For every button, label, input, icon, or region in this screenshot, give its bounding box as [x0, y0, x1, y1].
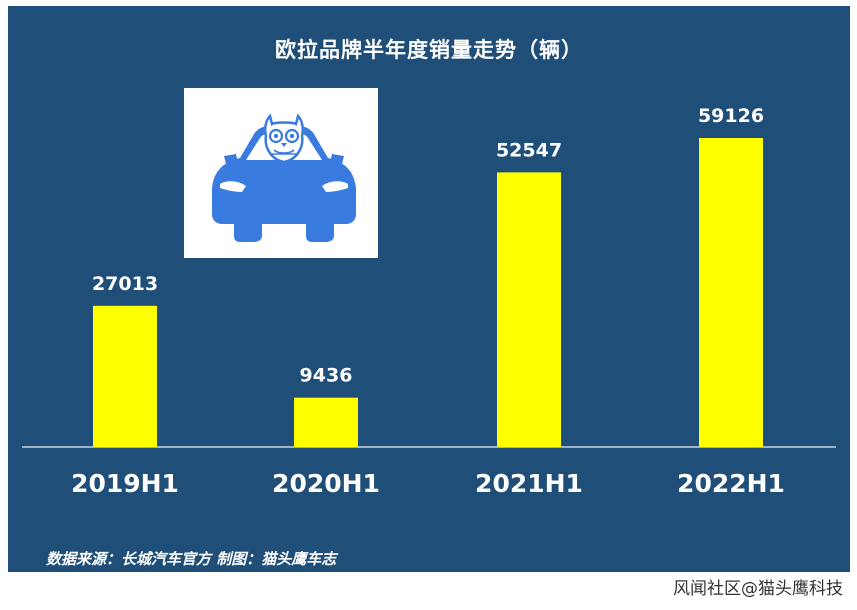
category-label-2020H1: 2020H1: [272, 469, 380, 498]
owl-icon: [263, 113, 305, 164]
data-label-2020H1: 9436: [300, 365, 353, 387]
bars-layer: 27013 2019H1 9436 2020H1 52547 2021H1 59126 202…: [71, 105, 785, 498]
bar-2020H1: [294, 397, 358, 447]
bar-2019H1: [93, 305, 157, 447]
source-note: 数据来源：长城汽车官方 制图：猫头鹰车志: [46, 550, 337, 568]
data-label-2021H1: 52547: [496, 139, 562, 161]
bar-2021H1: [497, 172, 561, 447]
bar-chart: 27013 2019H1 9436 2020H1 52547 2021H1 59126 202…: [22, 105, 836, 498]
watermark: 风闻社区@猫头鹰科技: [673, 579, 843, 599]
owl-car-logo-graphic: [212, 113, 356, 242]
bar-2022H1: [699, 138, 763, 447]
category-label-2021H1: 2021H1: [475, 469, 583, 498]
category-label-2022H1: 2022H1: [677, 469, 785, 498]
category-label-2019H1: 2019H1: [71, 469, 179, 498]
chart-title: 欧拉品牌半年度销量走势（辆）: [275, 38, 583, 62]
data-label-2019H1: 27013: [92, 273, 158, 295]
owl-car-logo-icon: [184, 88, 378, 258]
data-label-2022H1: 59126: [698, 105, 764, 127]
chart-panel: 欧拉品牌半年度销量走势（辆） 27013 2019H1 9436 2020H1 5254…: [8, 6, 850, 572]
